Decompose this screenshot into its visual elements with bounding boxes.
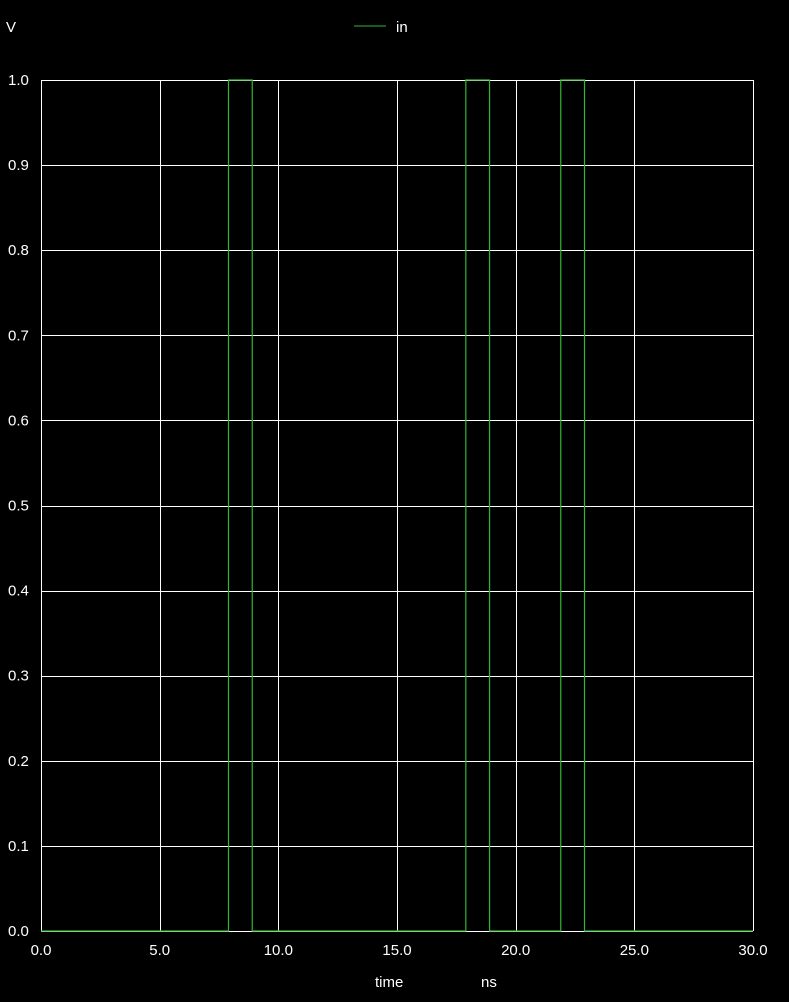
y-tick-label: 0.8 <box>8 242 29 259</box>
series-group <box>41 79 753 932</box>
y-tick-label: 0.9 <box>8 157 29 174</box>
x-tick-label: 0.0 <box>31 942 52 959</box>
y-tick-label: 0.5 <box>8 498 29 515</box>
y-tick-label: 0.3 <box>8 668 29 685</box>
x-tick-label: 5.0 <box>149 942 170 959</box>
y-tick-label: 0.6 <box>8 412 29 429</box>
grid <box>41 80 754 932</box>
x-tick-label: 15.0 <box>382 942 411 959</box>
y-tick-label: 0.1 <box>8 838 29 855</box>
y-tick-label: 0.0 <box>8 923 29 940</box>
x-tick-label: 30.0 <box>738 942 767 959</box>
legend: in <box>354 19 408 36</box>
x-axis-unit: ns <box>481 974 497 991</box>
x-axis-label: time <box>375 974 403 991</box>
y-tick-labels: 0.0 0.1 0.2 0.3 0.4 0.5 0.6 0.7 0.8 0.9 1.0 <box>8 72 29 940</box>
x-tick-label: 10.0 <box>264 942 293 959</box>
legend-label-in: in <box>396 19 408 36</box>
series-line-in <box>41 79 753 932</box>
x-tick-label: 25.0 <box>620 942 649 959</box>
y-tick-label: 1.0 <box>8 72 29 89</box>
x-tick-labels: 0.0 5.0 10.0 15.0 20.0 25.0 30.0 <box>31 942 768 959</box>
y-tick-label: 0.2 <box>8 753 29 770</box>
y-tick-label: 0.7 <box>8 327 29 344</box>
x-tick-label: 20.0 <box>501 942 530 959</box>
y-axis-label: V <box>6 19 16 36</box>
y-tick-label: 0.4 <box>8 583 29 600</box>
